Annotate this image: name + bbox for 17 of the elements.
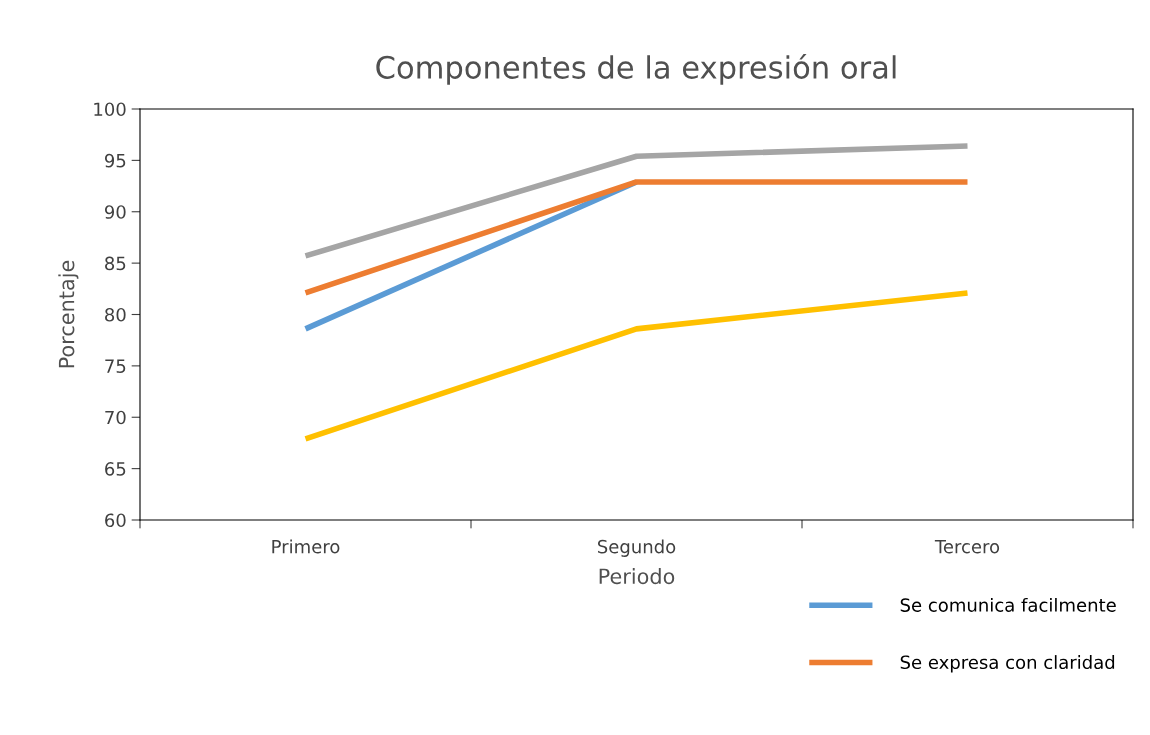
y-tick-label: 85 — [105, 256, 126, 271]
legend-label: Se comunica facilmente — [900, 597, 1116, 612]
legend-label: Se expresa con claridad — [900, 655, 1115, 673]
y-tick-label: 60 — [105, 513, 126, 528]
x-tick-label: Segundo — [597, 539, 676, 557]
y-tick-label: 90 — [104, 205, 126, 219]
y-tick-label: 80 — [105, 307, 126, 322]
chart-title: Componentes de la expresión oral — [376, 54, 896, 85]
y-tick-label: 95 — [104, 153, 126, 168]
x-axis-title: Periodo — [599, 568, 675, 585]
y-axis-title: Porcentaje — [58, 260, 79, 368]
y-tick-label: 75 — [105, 359, 126, 373]
y-tick-label: 100 — [94, 102, 126, 117]
y-tick-label: 70 — [105, 410, 126, 425]
x-tick-label: Primero — [272, 539, 340, 554]
y-tick-label: 65 — [105, 462, 126, 476]
x-tick-label: Tercero — [934, 540, 1000, 554]
